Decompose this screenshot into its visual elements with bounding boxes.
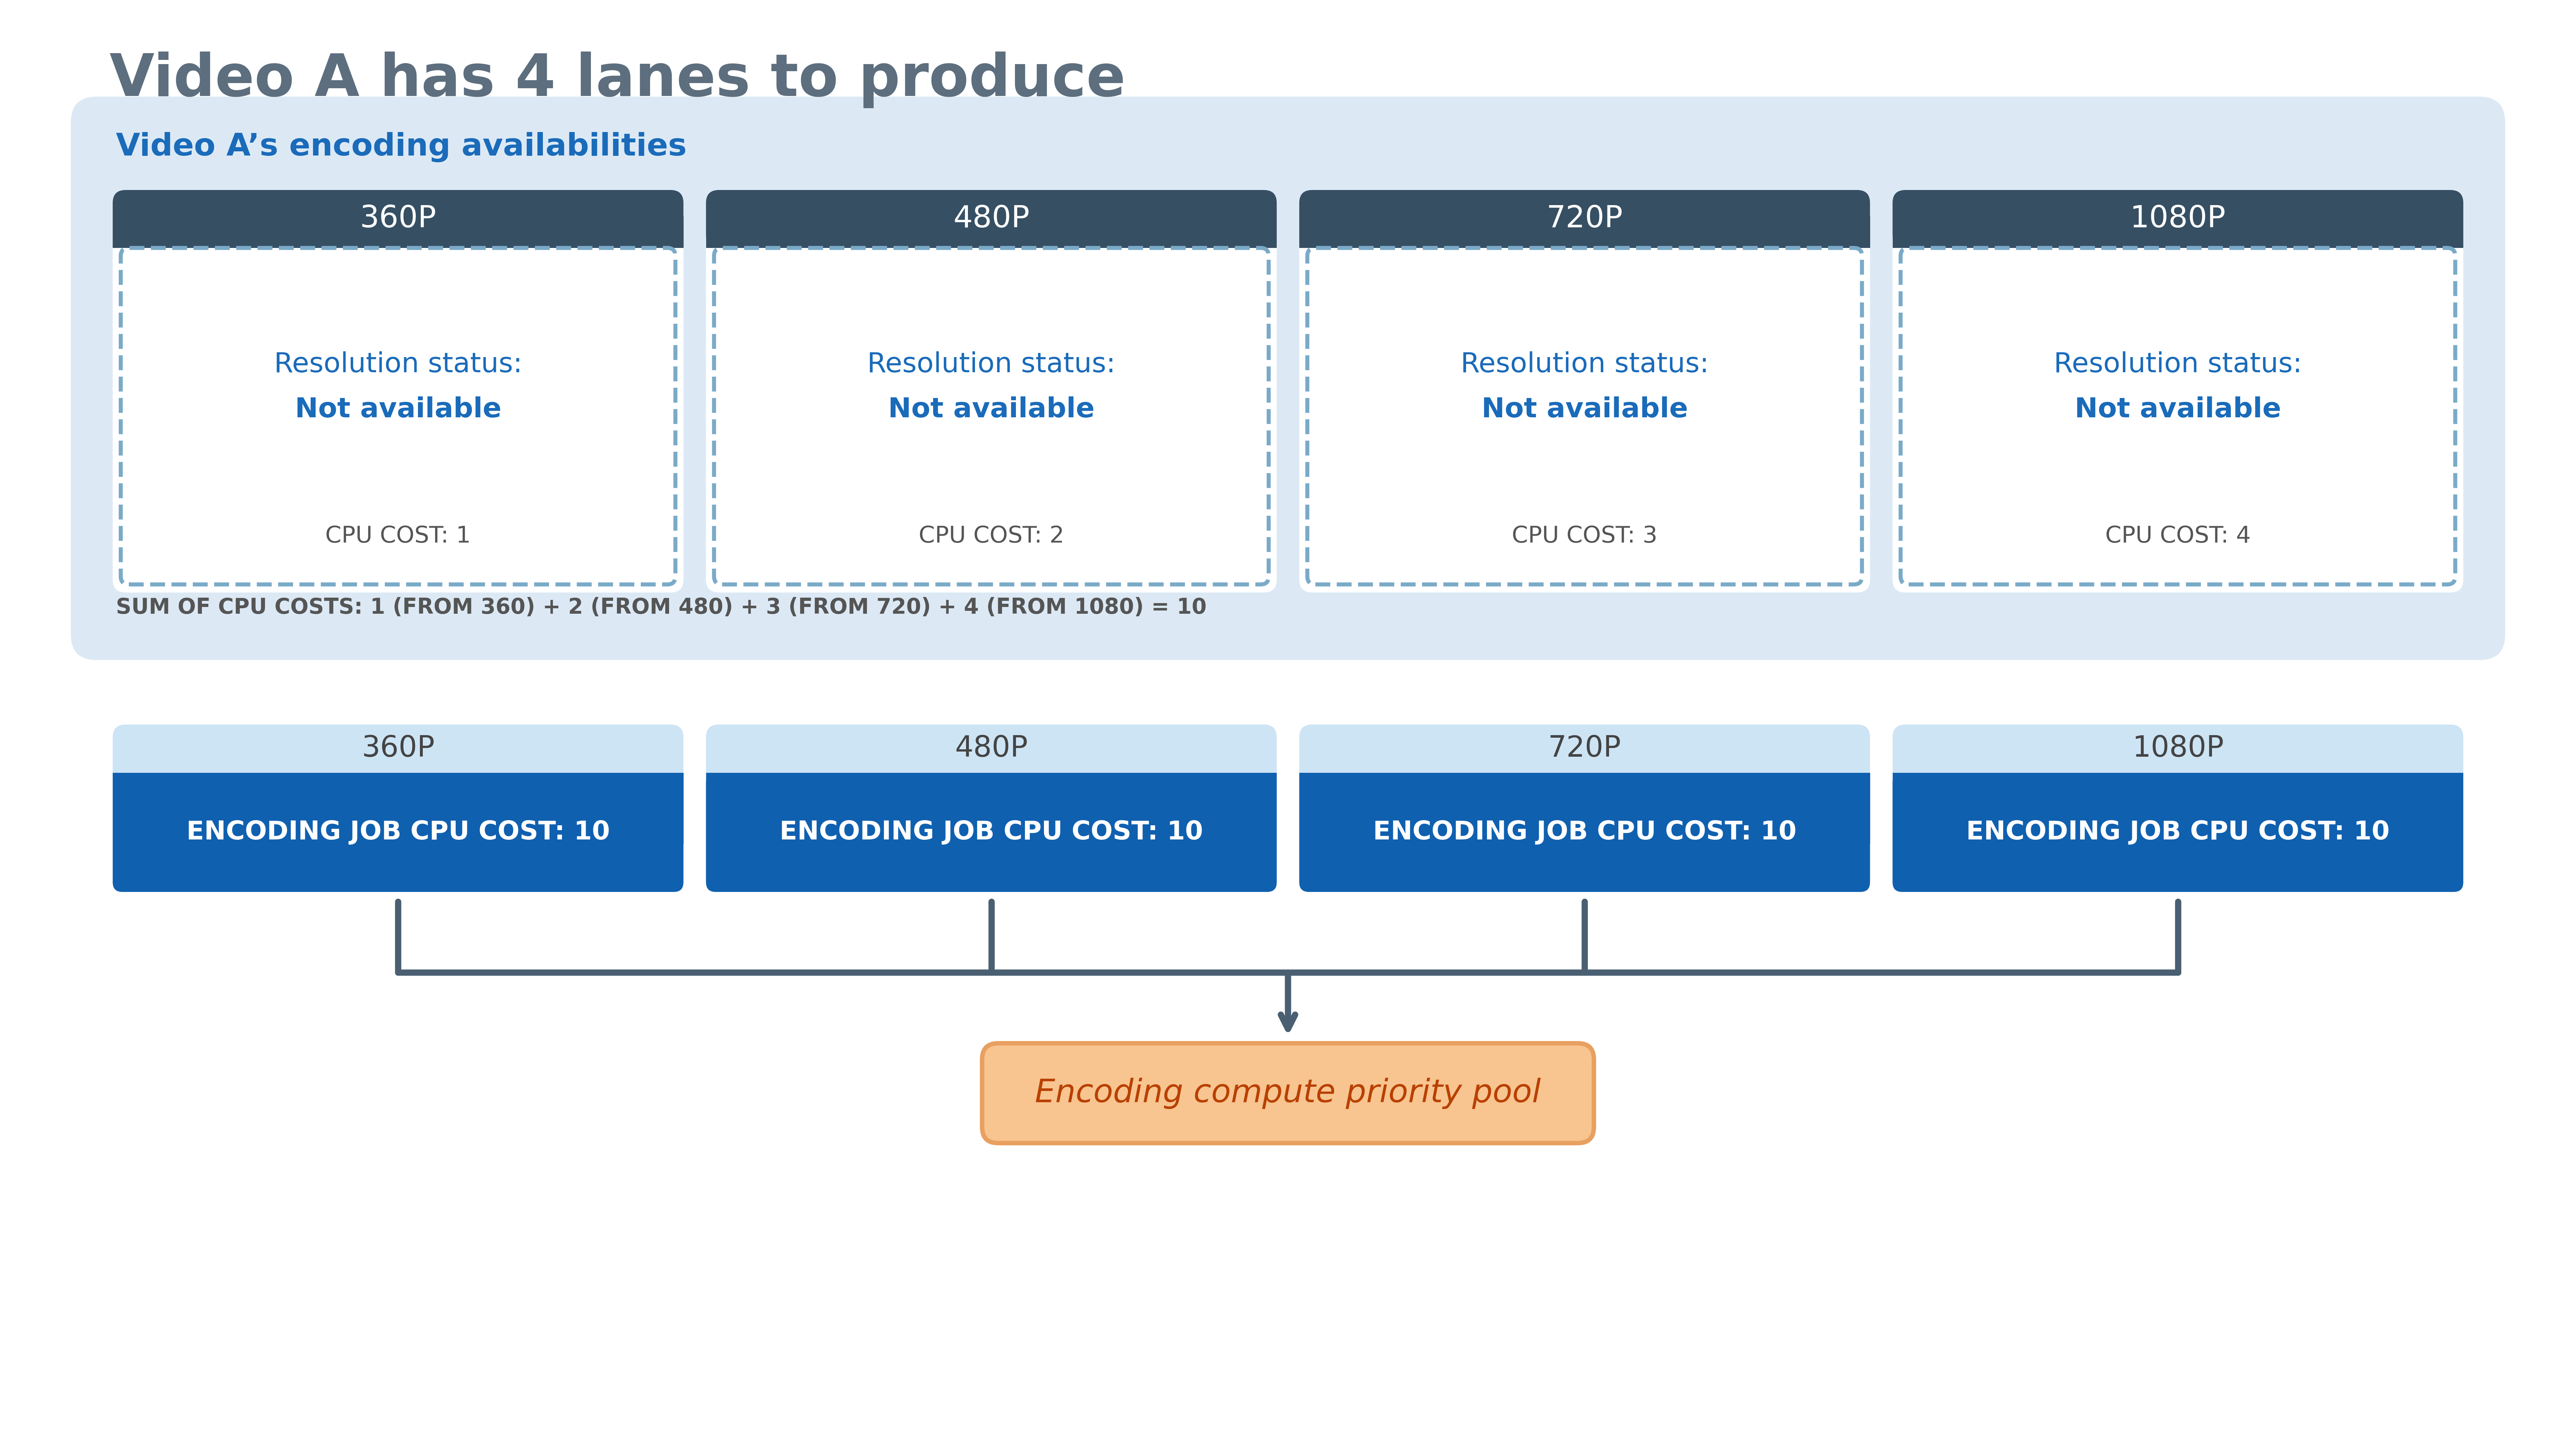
- FancyBboxPatch shape: [706, 190, 1278, 248]
- Text: 360P: 360P: [361, 204, 435, 233]
- FancyBboxPatch shape: [113, 724, 683, 893]
- Text: ENCODING JOB CPU COST: 10: ENCODING JOB CPU COST: 10: [185, 820, 611, 845]
- FancyBboxPatch shape: [1298, 724, 1870, 893]
- Text: Not available: Not available: [1481, 397, 1687, 423]
- Bar: [706, 772, 1278, 845]
- Text: Resolution status:: Resolution status:: [868, 351, 1115, 378]
- Text: CPU COST: 2: CPU COST: 2: [920, 525, 1064, 548]
- Text: ENCODING JOB CPU COST: 10: ENCODING JOB CPU COST: 10: [781, 820, 1203, 845]
- Text: Encoding compute priority pool: Encoding compute priority pool: [1036, 1078, 1540, 1108]
- Text: CPU COST: 3: CPU COST: 3: [1512, 525, 1656, 548]
- Text: 720P: 720P: [1548, 735, 1620, 762]
- Text: SUM OF CPU COSTS: 1 (FROM 360) + 2 (FROM 480) + 3 (FROM 720) + 4 (FROM 1080) = 1: SUM OF CPU COSTS: 1 (FROM 360) + 2 (FROM…: [116, 597, 1206, 619]
- Text: CPU COST: 4: CPU COST: 4: [2105, 525, 2251, 548]
- FancyBboxPatch shape: [1893, 190, 2463, 593]
- FancyBboxPatch shape: [1298, 772, 1870, 893]
- Text: 1080P: 1080P: [2133, 735, 2223, 762]
- FancyBboxPatch shape: [72, 97, 2504, 661]
- FancyBboxPatch shape: [981, 1043, 1595, 1143]
- FancyBboxPatch shape: [113, 190, 683, 593]
- Text: CPU COST: 1: CPU COST: 1: [325, 525, 471, 548]
- FancyBboxPatch shape: [113, 772, 683, 893]
- Bar: [706, 216, 1278, 248]
- FancyBboxPatch shape: [706, 190, 1278, 593]
- Text: Video A’s encoding availabilities: Video A’s encoding availabilities: [116, 132, 688, 162]
- Bar: [113, 216, 683, 248]
- Text: Not available: Not available: [294, 397, 502, 423]
- Text: 360P: 360P: [361, 735, 435, 762]
- Bar: [1893, 216, 2463, 248]
- Text: 480P: 480P: [953, 204, 1030, 233]
- FancyBboxPatch shape: [1298, 190, 1870, 248]
- FancyBboxPatch shape: [113, 190, 683, 248]
- Bar: [1893, 772, 2463, 845]
- Text: 720P: 720P: [1546, 204, 1623, 233]
- Bar: [1298, 772, 1870, 845]
- Text: 480P: 480P: [956, 735, 1028, 762]
- FancyBboxPatch shape: [706, 724, 1278, 893]
- Text: Video A has 4 lanes to produce: Video A has 4 lanes to produce: [108, 52, 1126, 109]
- Text: Resolution status:: Resolution status:: [273, 351, 523, 378]
- FancyBboxPatch shape: [1298, 190, 1870, 593]
- FancyBboxPatch shape: [1893, 190, 2463, 248]
- Text: ENCODING JOB CPU COST: 10: ENCODING JOB CPU COST: 10: [1965, 820, 2391, 845]
- Bar: [1298, 216, 1870, 248]
- Text: ENCODING JOB CPU COST: 10: ENCODING JOB CPU COST: 10: [1373, 820, 1795, 845]
- Text: Not available: Not available: [2074, 397, 2282, 423]
- Text: Resolution status:: Resolution status:: [1461, 351, 1708, 378]
- Text: Resolution status:: Resolution status:: [2053, 351, 2303, 378]
- Text: Not available: Not available: [889, 397, 1095, 423]
- FancyBboxPatch shape: [706, 772, 1278, 893]
- Bar: [113, 772, 683, 845]
- FancyBboxPatch shape: [1893, 724, 2463, 893]
- Text: 1080P: 1080P: [2130, 204, 2226, 233]
- FancyBboxPatch shape: [1893, 772, 2463, 893]
